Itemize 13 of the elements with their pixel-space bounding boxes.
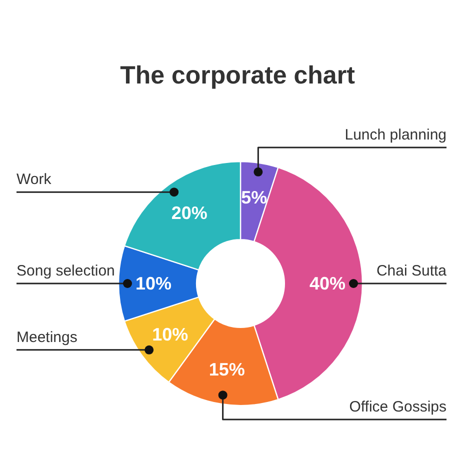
slice-label: Meetings: [16, 328, 78, 346]
data-label: 5%: [241, 188, 268, 208]
data-label: 10%: [152, 324, 188, 345]
data-label: 10%: [136, 274, 172, 294]
data-label: 15%: [208, 359, 245, 380]
data-label: 20%: [171, 203, 208, 224]
data-label: 40%: [309, 274, 346, 294]
slice-label: Song selection: [16, 262, 115, 280]
chart-title: The corporate chart: [120, 62, 356, 90]
slice-label: Work: [16, 171, 52, 188]
slice-label: Lunch planning: [344, 126, 447, 144]
slice-label: Office Gossips: [349, 398, 447, 416]
slice-label: Chai Sutta: [376, 262, 448, 280]
